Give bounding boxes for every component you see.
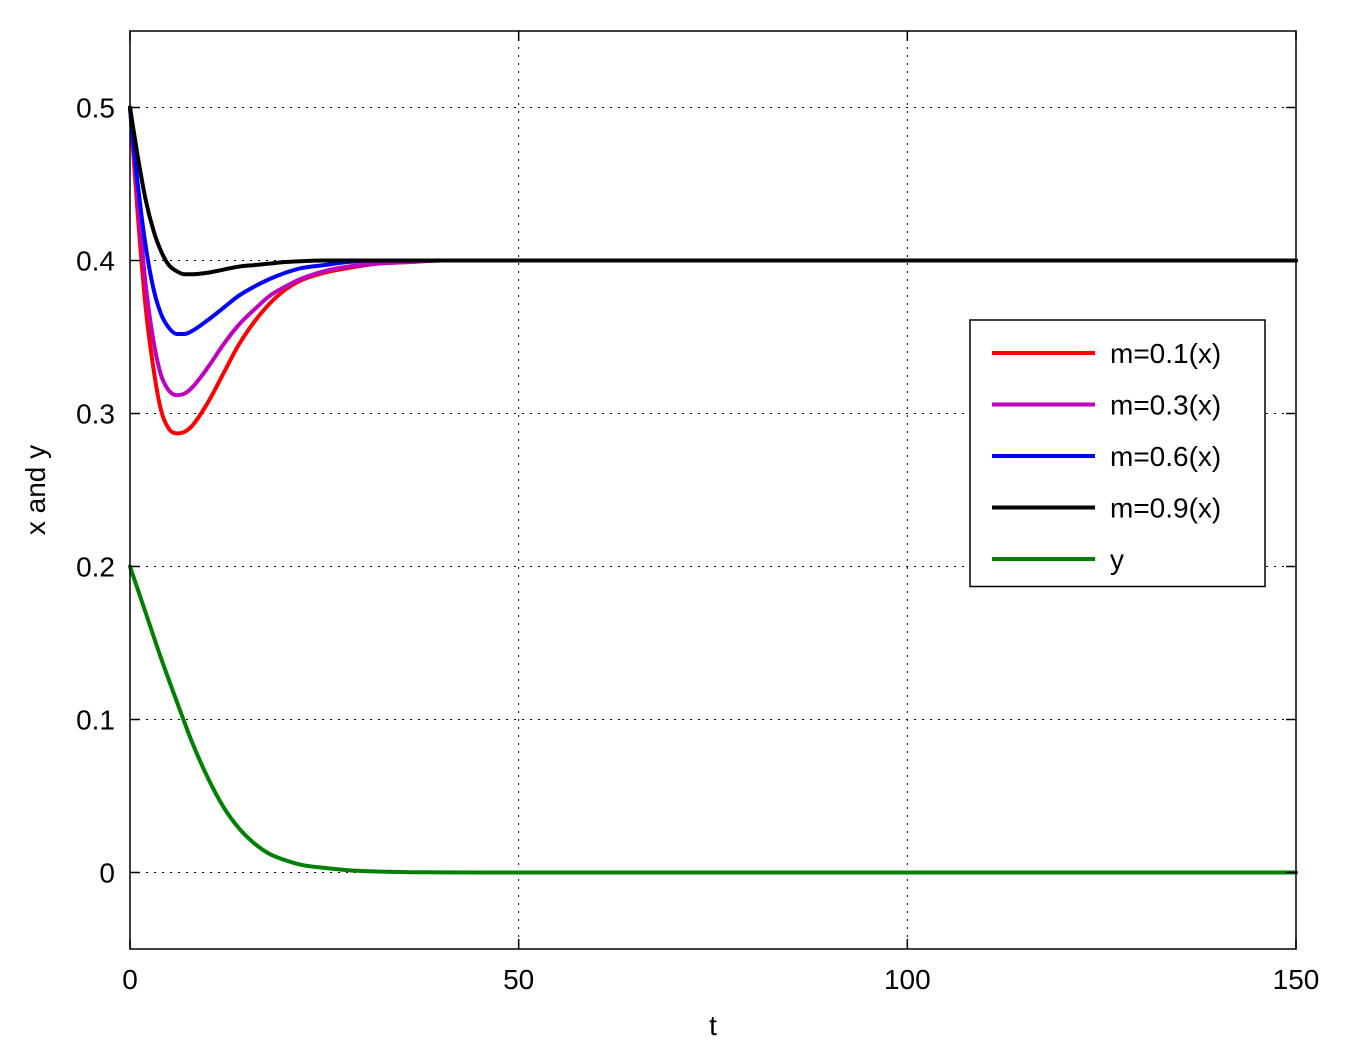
x-tick-label: 50: [503, 964, 534, 995]
legend-label: m=0.3(x): [1110, 390, 1221, 421]
series-line-m-0-9-x: [128, 105, 1298, 277]
axis-ticks: 0 50 100 150 0 0.1 0.2 0.3 0.4 0.5: [76, 31, 1319, 995]
y-tick-label: 0.5: [76, 93, 115, 124]
legend-box: [969, 319, 1266, 588]
y-tick-label: 0.3: [76, 399, 115, 430]
legend-label: m=0.9(x): [1110, 493, 1221, 524]
plot-frame: [129, 30, 1297, 950]
series-lines: [128, 105, 1298, 875]
legend-label: m=0.6(x): [1110, 441, 1221, 472]
y-tick-label: 0.1: [76, 705, 115, 736]
x-tick-label: 100: [884, 964, 931, 995]
y-tick-label: 0.2: [76, 552, 115, 583]
series-line-y: [128, 564, 1298, 875]
y-tick-label: 0: [99, 858, 115, 889]
grid: [130, 31, 1296, 949]
legend: m=0.1(x) m=0.3(x) m=0.6(x) m=0.9(x) y: [969, 319, 1266, 588]
y-tick-label: 0.4: [76, 246, 115, 277]
x-tick-label: 0: [122, 964, 138, 995]
legend-label: m=0.1(x): [1110, 338, 1221, 369]
x-tick-label: 150: [1273, 964, 1320, 995]
x-axis-label: t: [709, 1010, 717, 1041]
y-axis-label: x and y: [20, 445, 51, 535]
legend-label: y: [1110, 544, 1124, 575]
